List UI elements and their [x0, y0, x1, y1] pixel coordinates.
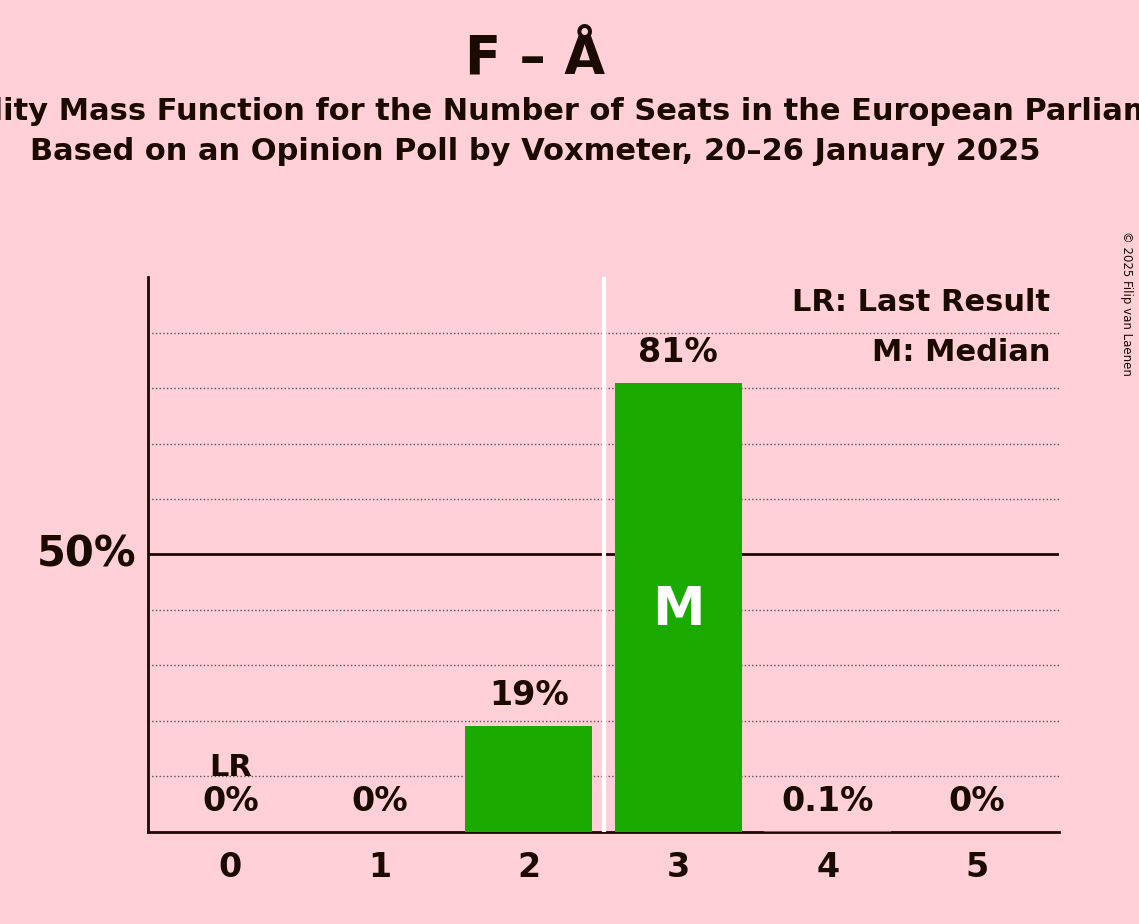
Text: Probability Mass Function for the Number of Seats in the European Parliament: Probability Mass Function for the Number…: [0, 97, 1139, 126]
Text: F – Å: F – Å: [465, 32, 606, 84]
Text: Based on an Opinion Poll by Voxmeter, 20–26 January 2025: Based on an Opinion Poll by Voxmeter, 20…: [30, 137, 1041, 165]
Text: 0%: 0%: [351, 784, 408, 818]
Text: M: Median: M: Median: [871, 338, 1050, 367]
Text: 0%: 0%: [202, 784, 259, 818]
Text: M: M: [653, 584, 705, 636]
Text: 81%: 81%: [639, 335, 719, 369]
Text: © 2025 Filip van Laenen: © 2025 Filip van Laenen: [1121, 231, 1133, 376]
Text: LR: LR: [208, 753, 252, 782]
Text: 50%: 50%: [36, 533, 137, 576]
Text: LR: Last Result: LR: Last Result: [792, 288, 1050, 317]
Text: 19%: 19%: [489, 679, 568, 712]
Text: 0.1%: 0.1%: [781, 784, 874, 818]
Text: 0%: 0%: [949, 784, 1006, 818]
Bar: [466, 726, 592, 832]
Bar: [615, 383, 741, 832]
